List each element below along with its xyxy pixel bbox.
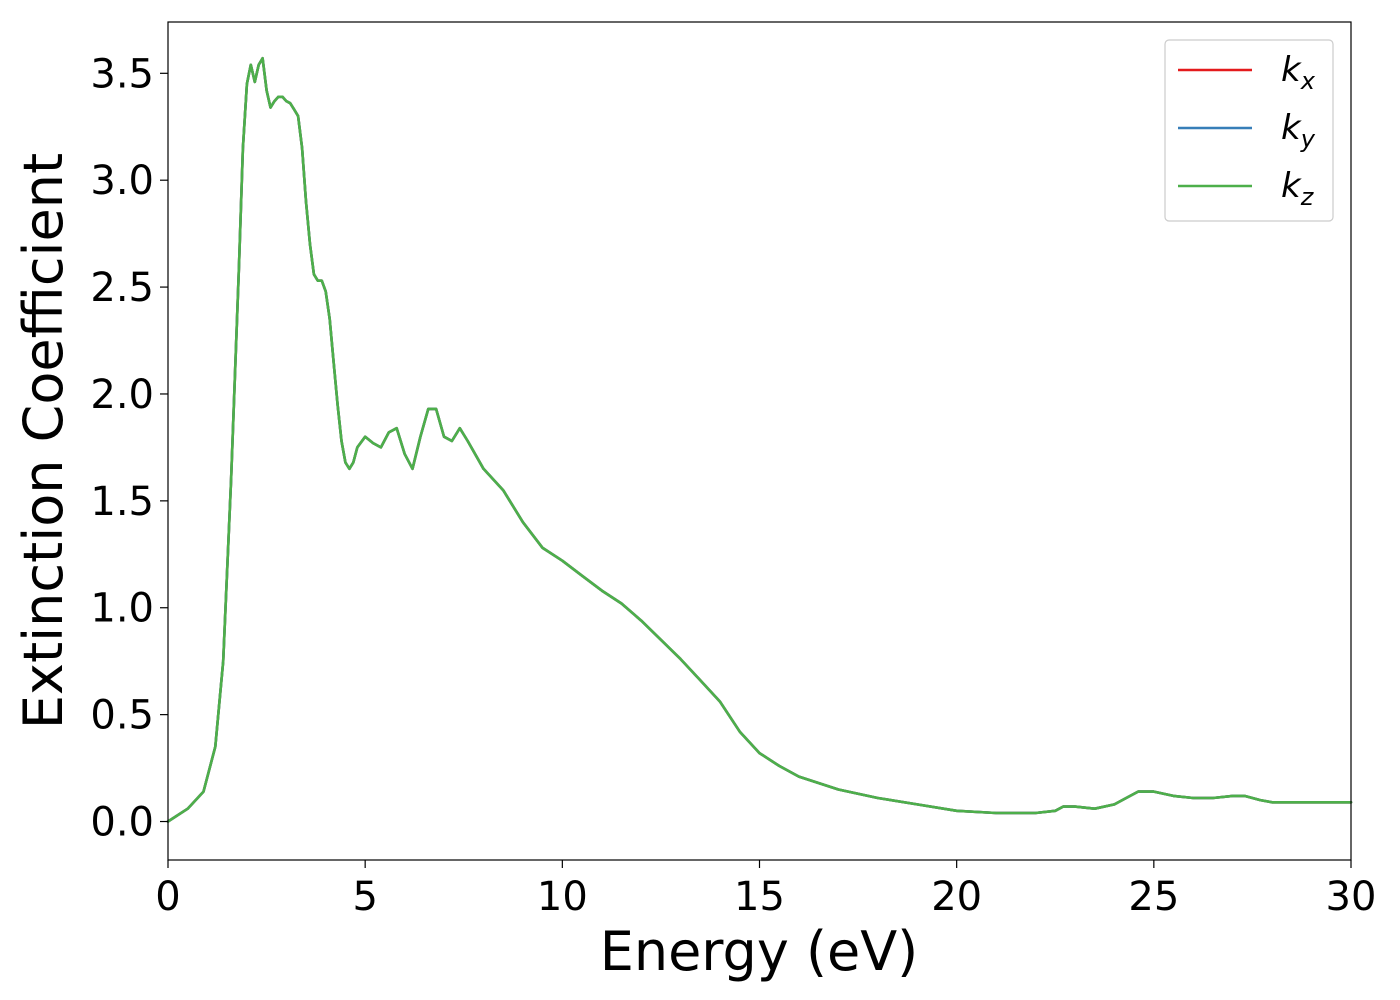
y-tick-label: 1.0 <box>90 586 154 632</box>
series-layer <box>166 57 1353 823</box>
legend: kx ky kz <box>1164 39 1334 222</box>
series-line-k-z <box>166 57 1353 823</box>
x-tick-label: 25 <box>1128 874 1179 920</box>
y-tick-label: 0.5 <box>90 693 154 739</box>
x-axis-label: Energy (eV) <box>600 920 919 983</box>
x-tick-label: 0 <box>155 874 180 920</box>
legend-label-k-x: kx <box>1281 50 1316 95</box>
y-tick-label: 2.5 <box>90 265 154 311</box>
x-tick-label: 15 <box>734 874 785 920</box>
x-tick-label: 10 <box>537 874 588 920</box>
y-axis-label: Extinction Coefficient <box>12 153 75 729</box>
y-tick-label: 2.0 <box>90 372 154 418</box>
legend-label-k-z: kz <box>1281 166 1315 211</box>
y-tick-label: 1.5 <box>90 479 154 525</box>
x-axis-ticks: 0 5 10 15 20 25 30 <box>155 860 1376 920</box>
y-axis-ticks: 0.0 0.5 1.0 1.5 2.0 2.5 3.0 3.5 <box>90 51 168 846</box>
y-tick-label: 3.0 <box>90 158 154 204</box>
x-tick-label: 30 <box>1326 874 1377 920</box>
plot-area <box>168 22 1351 860</box>
y-tick-label: 0.0 <box>90 800 154 846</box>
x-tick-label: 5 <box>352 874 377 920</box>
y-tick-label: 3.5 <box>90 51 154 97</box>
legend-label-k-y: ky <box>1281 108 1316 153</box>
legend-box <box>1164 39 1334 222</box>
x-tick-label: 20 <box>931 874 982 920</box>
